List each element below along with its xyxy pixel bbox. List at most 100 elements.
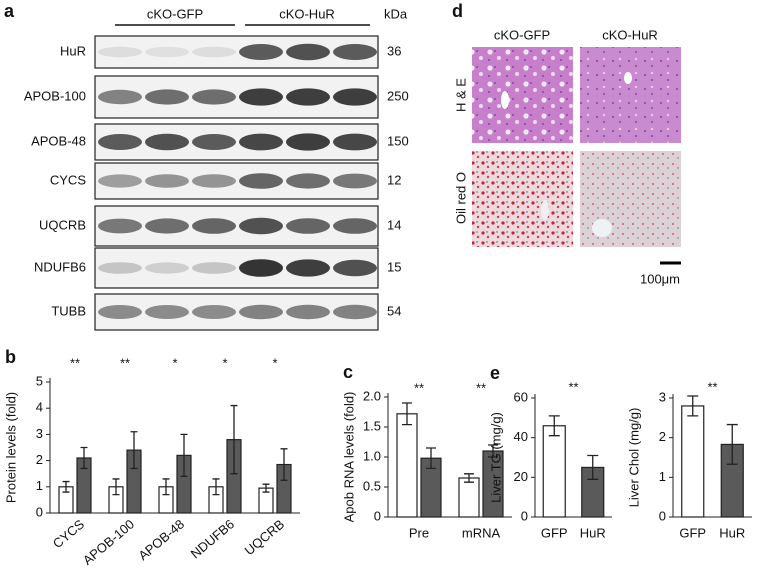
blot-band — [333, 88, 377, 106]
error-bar — [280, 448, 288, 481]
error-bar — [230, 404, 238, 475]
blot-band — [145, 89, 189, 105]
histology-image — [472, 151, 573, 247]
blot-frame — [94, 247, 379, 289]
protein-label: CYCS — [50, 172, 86, 187]
blot-band — [333, 304, 377, 320]
group-label: cKO-HuR — [279, 6, 335, 21]
error-bar — [130, 431, 138, 470]
panel-label: d — [452, 1, 463, 21]
blot-band — [98, 305, 142, 319]
y-tick-label: 0 — [521, 508, 528, 523]
protein-label: APOB-48 — [31, 133, 86, 148]
blot-frame — [94, 35, 379, 69]
vessel — [501, 91, 509, 109]
blot-band — [333, 173, 377, 189]
blot-band — [98, 46, 142, 58]
kda-label: 150 — [387, 133, 409, 148]
blot-band — [286, 43, 330, 61]
protein-label: APOB-100 — [24, 88, 86, 103]
blot-band — [239, 133, 283, 151]
error-bar — [488, 444, 498, 458]
error-bar — [212, 478, 220, 496]
blot-band — [98, 89, 142, 105]
vessel — [592, 219, 612, 237]
blot-band — [286, 173, 330, 189]
x-tick-label: APOB-48 — [135, 516, 187, 563]
y-tick-label: 3 — [36, 426, 43, 441]
blot-band — [239, 44, 283, 60]
error-bar — [62, 480, 70, 493]
blot-band — [239, 173, 283, 189]
blot-band — [98, 174, 142, 188]
blot-frame — [94, 123, 379, 161]
y-tick-label: 2 — [36, 452, 43, 467]
bar — [681, 405, 705, 518]
x-tick-label: HuR — [719, 525, 745, 540]
blot-frame — [94, 205, 379, 247]
kda-label: 250 — [387, 88, 409, 103]
blot-panel: HuR 36 APOB-100 250 APOB-48 150 CYCS 12 UQCRB 14 N… — [24, 35, 409, 331]
y-tick-label: 3 — [659, 389, 666, 404]
significance-label: * — [222, 355, 227, 370]
group-label: cKO-GFP — [147, 6, 203, 21]
significance-label: ** — [476, 380, 486, 395]
significance-label: * — [172, 355, 177, 370]
error-bar — [426, 447, 436, 470]
blot-band — [333, 133, 377, 151]
bar — [396, 413, 418, 518]
y-tick-label: 1 — [659, 469, 666, 484]
error-bar — [112, 478, 120, 496]
kda-label: 54 — [387, 303, 401, 318]
significance-label: ** — [568, 379, 578, 394]
significance-label: ** — [120, 355, 130, 370]
column-label: cKO-HuR — [602, 27, 658, 42]
protein-label: NDUFB6 — [34, 259, 86, 274]
blot-band — [98, 262, 142, 274]
scale-bar-label: 100μm — [640, 271, 680, 286]
protein-label: TUBB — [51, 303, 86, 318]
blot-band — [333, 259, 377, 277]
x-tick-label: GFP — [541, 525, 568, 540]
blot-band — [286, 304, 330, 320]
histology-image — [580, 47, 681, 143]
blot-band — [239, 217, 283, 235]
significance-label: * — [272, 355, 277, 370]
significance-label: ** — [414, 380, 424, 395]
blot-frame — [94, 162, 379, 200]
blot-band — [239, 88, 283, 106]
y-tick-label: 60 — [514, 389, 528, 404]
blot-frame — [94, 75, 379, 119]
y-tick-label: 4 — [36, 400, 43, 415]
x-tick-label: HuR — [580, 525, 606, 540]
y-tick-label: 5 — [36, 373, 43, 388]
y-axis-label: Liver TG (mg/g) — [488, 412, 503, 503]
y-tick-label: 40 — [514, 429, 528, 444]
histology-image — [472, 47, 573, 143]
protein-label: HuR — [60, 43, 86, 58]
blot-band — [333, 218, 377, 234]
error-bar — [80, 446, 88, 470]
row-label: Oil red O — [453, 172, 468, 224]
blot-band — [192, 89, 236, 105]
blot-band — [145, 133, 189, 151]
x-tick-label: UQCRB — [242, 516, 288, 558]
y-tick-label: 1.5 — [363, 418, 381, 433]
row-label: H & E — [453, 78, 468, 112]
error-bar — [548, 415, 560, 437]
blot-band — [286, 218, 330, 234]
blot-band — [192, 218, 236, 234]
bar — [542, 425, 566, 518]
blot-band — [239, 259, 283, 277]
x-tick-label: GFP — [679, 525, 706, 540]
y-tick-label: 2 — [659, 429, 666, 444]
blot-band — [286, 88, 330, 106]
x-tick-label: APOB-100 — [80, 516, 137, 567]
error-bar — [587, 454, 599, 480]
vessel — [541, 200, 549, 220]
y-axis-label: Apob RNA levels (fold) — [341, 392, 356, 523]
x-tick-label: Pre — [409, 525, 429, 540]
blot-band — [192, 134, 236, 150]
blot-band — [286, 133, 330, 151]
significance-label: ** — [707, 379, 717, 394]
